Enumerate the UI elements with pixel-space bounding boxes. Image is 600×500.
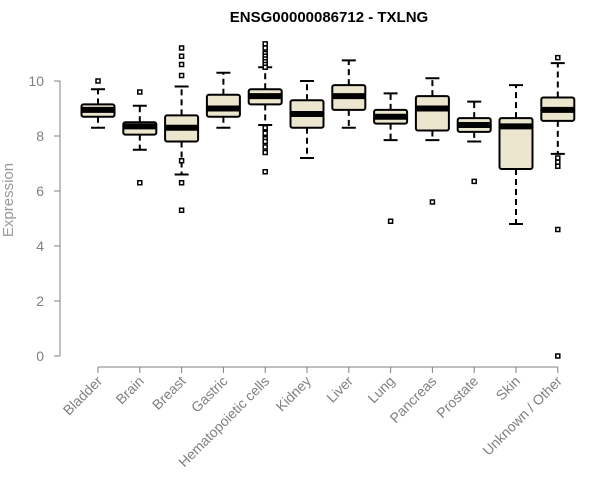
outlier-point — [178, 53, 185, 59]
x-tick-label: Lung — [364, 373, 397, 406]
x-tick-label: Skin — [493, 373, 524, 404]
box-bladder — [80, 78, 116, 129]
y-tick-label: 10 — [28, 73, 44, 89]
outlier-point — [178, 180, 185, 186]
box-prostate — [456, 100, 492, 185]
outlier-point — [555, 353, 561, 359]
outlier-point — [262, 138, 268, 145]
box-liver — [331, 59, 367, 129]
y-tick-label: 8 — [36, 128, 44, 144]
outlier-point — [262, 64, 268, 70]
boxes-group — [80, 41, 576, 359]
outlier-point — [555, 226, 561, 233]
box-breast — [164, 45, 200, 213]
x-tick-label: Unknown / Other — [479, 373, 565, 459]
y-tick-label: 6 — [36, 183, 44, 199]
outlier-point — [429, 199, 436, 205]
box-body — [414, 95, 450, 132]
outlier-point — [262, 144, 268, 150]
x-tick-label: Breast — [149, 373, 189, 413]
outlier-point — [95, 78, 101, 84]
x-tick-label: Kidney — [273, 373, 315, 415]
outlier-point — [137, 89, 143, 95]
x-tick-label: Prostate — [433, 373, 481, 421]
x-tick-label: Brain — [112, 373, 146, 407]
y-tick-label: 2 — [36, 293, 44, 309]
y-tick-label: 4 — [36, 238, 44, 254]
box-lung — [373, 92, 409, 224]
outlier-point — [137, 180, 143, 186]
box-gastric — [205, 71, 241, 129]
box-unknown-other — [540, 54, 576, 359]
outlier-point — [555, 163, 561, 169]
outlier-point — [262, 130, 268, 136]
y-tick-label: 0 — [36, 348, 44, 364]
outlier-point — [262, 169, 268, 175]
outlier-point — [178, 61, 185, 68]
outlier-point — [178, 207, 185, 213]
outlier-point — [178, 45, 185, 51]
outlier-point — [262, 149, 268, 156]
outlier-point — [262, 45, 268, 51]
box-hematopoietic-cells — [247, 41, 283, 175]
outlier-point — [471, 178, 477, 185]
box-brain — [122, 89, 158, 186]
outlier-point — [555, 54, 561, 61]
chart-title: ENSG00000086712 - TXLNG — [230, 9, 428, 26]
y-axis-label: Expression — [0, 163, 17, 237]
outlier-point — [387, 218, 394, 224]
x-tick-label: Liver — [323, 373, 356, 406]
x-tick-label: Bladder — [60, 373, 106, 419]
box-pancreas — [414, 77, 450, 205]
outlier-point — [262, 125, 268, 131]
box-skin — [498, 84, 534, 225]
box-body — [498, 117, 534, 170]
box-kidney — [289, 80, 325, 159]
outlier-point — [178, 72, 185, 79]
outlier-point — [178, 158, 185, 164]
